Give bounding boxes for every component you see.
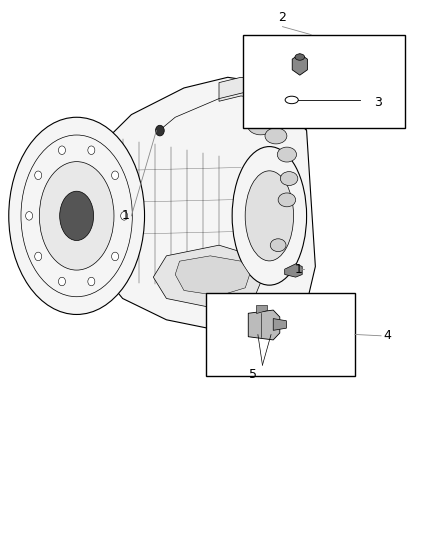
Ellipse shape	[9, 117, 145, 314]
Ellipse shape	[39, 161, 114, 270]
Polygon shape	[256, 305, 267, 313]
Ellipse shape	[232, 147, 307, 285]
Ellipse shape	[277, 147, 297, 162]
Circle shape	[35, 171, 42, 180]
Ellipse shape	[280, 172, 298, 185]
Text: 2: 2	[279, 11, 286, 24]
Ellipse shape	[265, 128, 287, 144]
Polygon shape	[219, 77, 307, 131]
Ellipse shape	[60, 191, 94, 240]
Text: 3: 3	[374, 96, 382, 109]
Text: 1: 1	[294, 263, 302, 276]
Polygon shape	[153, 245, 263, 309]
Circle shape	[58, 277, 65, 286]
Circle shape	[155, 125, 164, 136]
Text: 1: 1	[121, 209, 129, 222]
Ellipse shape	[245, 171, 293, 261]
Bar	[243, 35, 405, 128]
Ellipse shape	[270, 239, 286, 252]
Circle shape	[112, 252, 119, 261]
Polygon shape	[248, 310, 280, 340]
Bar	[206, 293, 355, 376]
Text: 5: 5	[249, 368, 257, 381]
Circle shape	[25, 212, 32, 220]
Ellipse shape	[295, 54, 305, 60]
Polygon shape	[175, 256, 250, 296]
Text: 4: 4	[383, 329, 391, 342]
Polygon shape	[96, 77, 315, 330]
Circle shape	[88, 277, 95, 286]
Circle shape	[120, 212, 128, 220]
Circle shape	[58, 146, 65, 155]
Polygon shape	[285, 264, 302, 277]
Circle shape	[35, 252, 42, 261]
Ellipse shape	[278, 193, 296, 207]
Circle shape	[88, 146, 95, 155]
Ellipse shape	[247, 116, 274, 135]
Ellipse shape	[288, 98, 296, 101]
Circle shape	[112, 171, 119, 180]
Polygon shape	[273, 319, 286, 330]
